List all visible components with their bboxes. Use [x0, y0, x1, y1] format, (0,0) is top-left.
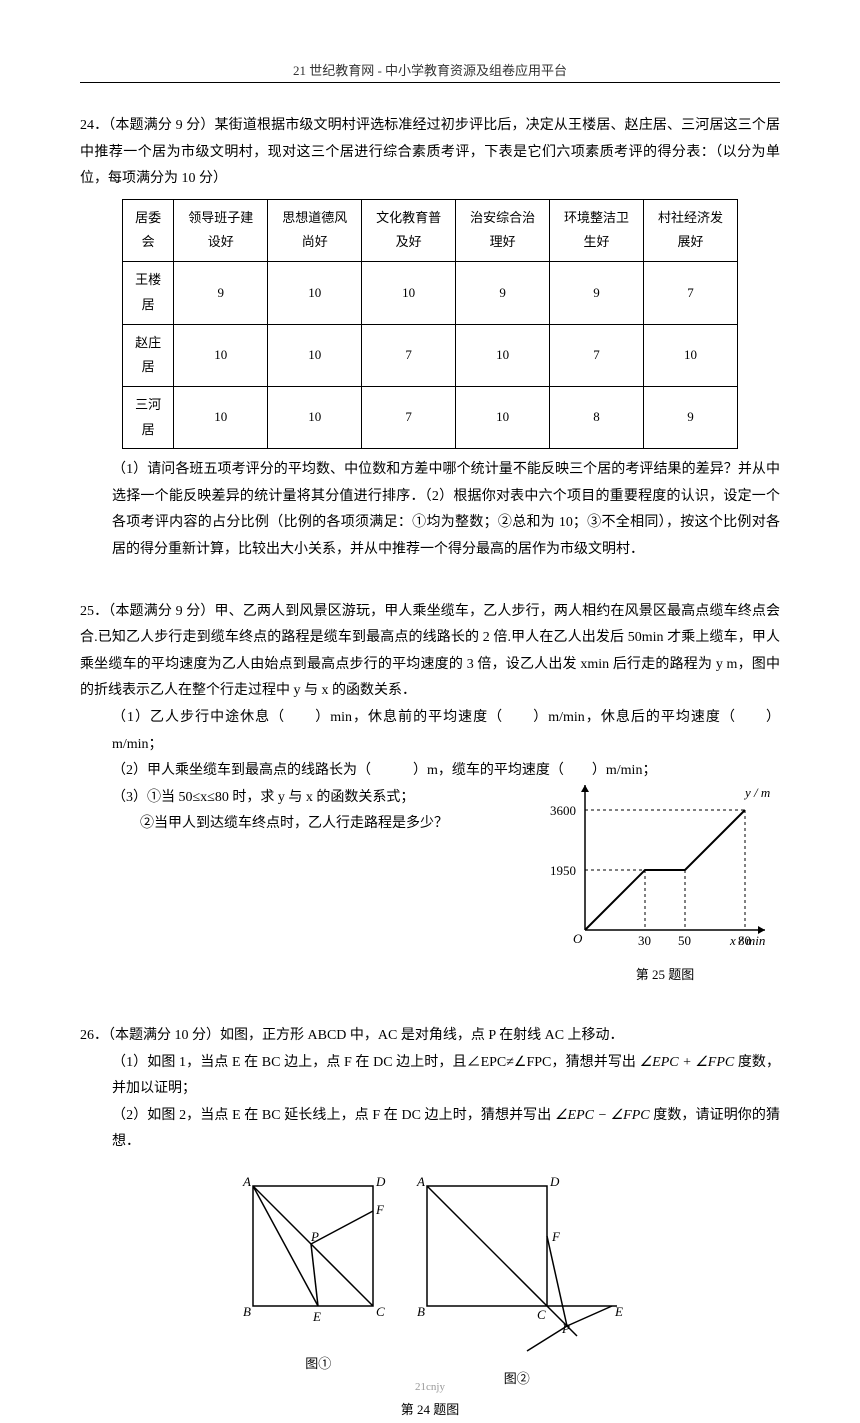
th-2: 思想道德风尚好 — [268, 199, 362, 261]
svg-text:80: 80 — [738, 933, 751, 948]
cell: 9 — [456, 262, 550, 324]
table-row: 王楼居 9 10 10 9 9 7 — [123, 262, 738, 324]
figure-2: A D B C P E F 图② — [407, 1171, 627, 1391]
svg-text:A: A — [242, 1174, 251, 1189]
table-header-row: 居委会 领导班子建设好 思想道德风尚好 文化教育普及好 治安综合治理好 环境整洁… — [123, 199, 738, 261]
problem-25: 25．（本题满分 9 分）甲、乙两人到风景区游玩，甲人乘坐缆车，乙人步行，两人相… — [80, 599, 780, 988]
table-row: 三河居 10 10 7 10 8 9 — [123, 386, 738, 448]
cell: 9 — [644, 386, 738, 448]
svg-text:3600: 3600 — [550, 803, 576, 818]
th-3: 文化教育普及好 — [362, 199, 456, 261]
svg-text:B: B — [417, 1304, 425, 1319]
cell: 10 — [456, 386, 550, 448]
header-divider — [80, 82, 780, 83]
cell: 10 — [174, 324, 268, 386]
figure-1: A D B C P E F 图① — [233, 1171, 403, 1376]
problem-26-body1-pre: 如图，正方形 ABCD 中，AC 是对角线，点 P 在射线 AC 上移动． — [220, 1028, 624, 1043]
svg-text:A: A — [416, 1174, 425, 1189]
th-5: 环境整洁卫生好 — [550, 199, 644, 261]
cell: 赵庄居 — [123, 324, 174, 386]
cell: 9 — [550, 262, 644, 324]
cell: 三河居 — [123, 386, 174, 448]
line-chart-svg: O y / m x / min 3600 1950 30 50 80 — [550, 775, 780, 950]
problem-24: 24．（本题满分 9 分）某街道根据市级文明村评选标准经过初步评比后，决定从王楼… — [80, 113, 780, 564]
th-1: 领导班子建设好 — [174, 199, 268, 261]
th-6: 村社经济发展好 — [644, 199, 738, 261]
cell: 7 — [362, 386, 456, 448]
problem-26-sub1-math: ∠EPC + ∠FPC — [640, 1055, 735, 1070]
problem-26: 26．（本题满分 10 分）如图，正方形 ABCD 中，AC 是对角线，点 P … — [80, 1023, 780, 1423]
cell: 10 — [268, 262, 362, 324]
cell: 10 — [456, 324, 550, 386]
cell: 10 — [268, 324, 362, 386]
svg-text:F: F — [551, 1229, 561, 1244]
problem-26-sub1-pre: （1）如图 1，当点 E 在 BC 边上，点 F 在 DC 边上时，且∠EPC≠… — [112, 1055, 640, 1070]
chart-25: O y / m x / min 3600 1950 30 50 80 第 25 … — [550, 775, 780, 988]
cell: 王楼居 — [123, 262, 174, 324]
cell: 9 — [174, 262, 268, 324]
chart-25-caption: 第 25 题图 — [550, 963, 780, 988]
watermark: 21cnjy — [80, 1377, 780, 1398]
cell: 7 — [550, 324, 644, 386]
problem-26-points: （本题满分 10 分） — [108, 1028, 220, 1043]
problem-25-sub1: （1）乙人步行中途休息（ ）min，休息前的平均速度（ ）m/min，休息后的平… — [80, 705, 780, 758]
score-table: 居委会 领导班子建设好 思想道德风尚好 文化教育普及好 治安综合治理好 环境整洁… — [122, 199, 738, 450]
th-4: 治安综合治理好 — [456, 199, 550, 261]
problem-26-sub2-math: ∠EPC − ∠FPC — [555, 1108, 650, 1123]
header-text: 21 世纪教育网 - 中小学教育资源及组卷应用平台 — [80, 60, 780, 79]
figure-caption: 第 24 题图 — [80, 1398, 780, 1423]
problem-26-sub2-pre: （2）如图 2，当点 E 在 BC 延长线上，点 F 在 DC 边上时，猜想并写… — [112, 1108, 555, 1123]
problem-25-points: （本题满分 9 分） — [108, 604, 214, 619]
cell: 10 — [174, 386, 268, 448]
svg-text:D: D — [375, 1174, 386, 1189]
svg-text:1950: 1950 — [550, 863, 576, 878]
svg-text:E: E — [614, 1304, 623, 1319]
figure-1-label: 图① — [233, 1352, 403, 1377]
svg-text:y / m: y / m — [743, 785, 770, 800]
cell: 10 — [268, 386, 362, 448]
svg-text:C: C — [376, 1304, 385, 1319]
svg-text:E: E — [312, 1309, 321, 1324]
problem-26-number: 26． — [80, 1028, 108, 1043]
table-row: 赵庄居 10 10 7 10 7 10 — [123, 324, 738, 386]
problem-25-number: 25． — [80, 604, 108, 619]
svg-text:30: 30 — [638, 933, 651, 948]
svg-text:C: C — [537, 1307, 546, 1322]
problem-24-points: （本题满分 9 分） — [108, 118, 214, 133]
svg-text:F: F — [375, 1202, 385, 1217]
cell: 7 — [644, 262, 738, 324]
svg-text:D: D — [549, 1174, 560, 1189]
cell: 8 — [550, 386, 644, 448]
problem-24-number: 24． — [80, 118, 108, 133]
svg-text:B: B — [243, 1304, 251, 1319]
geometry-figures: A D B C P E F 图① — [80, 1171, 780, 1423]
cell: 7 — [362, 324, 456, 386]
svg-text:50: 50 — [678, 933, 691, 948]
problem-24-body2: （1）请问各班五项考评分的平均数、中位数和方差中哪个统计量不能反映三个居的考评结… — [80, 457, 780, 563]
th-committee: 居委会 — [123, 199, 174, 261]
svg-text:O: O — [573, 931, 583, 946]
cell: 10 — [644, 324, 738, 386]
cell: 10 — [362, 262, 456, 324]
